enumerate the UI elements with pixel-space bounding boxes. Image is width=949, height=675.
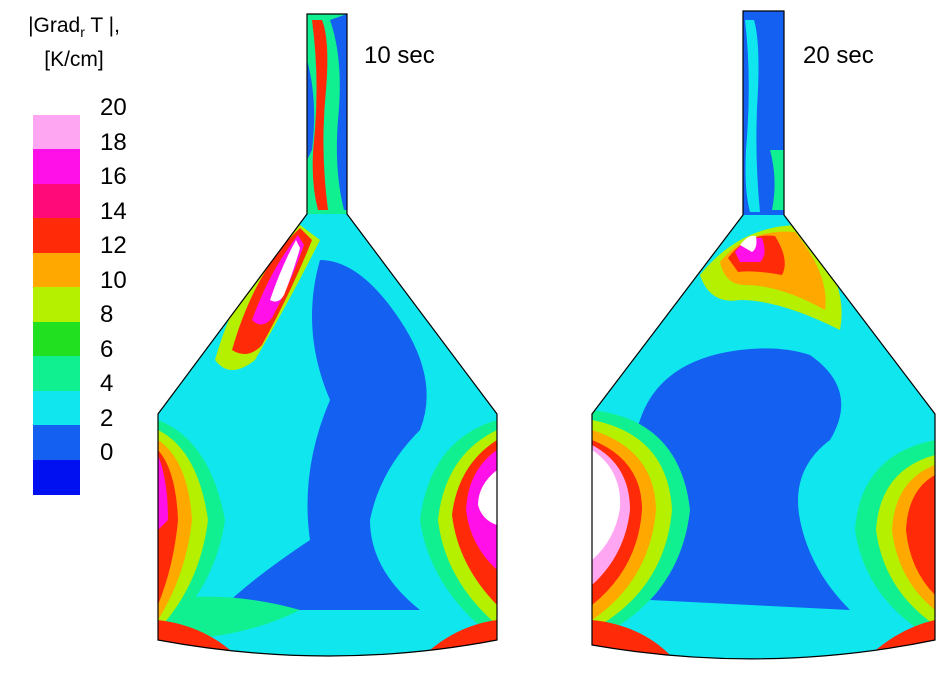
legend-band (33, 183, 80, 219)
legend-title-subscript: r (80, 24, 85, 40)
neck-band (745, 20, 760, 212)
legend-tick-label: 4 (100, 370, 114, 398)
bottom-left-hot (592, 620, 670, 655)
legend-tick-label: 16 (100, 163, 127, 191)
legend-tick-label: 8 (100, 301, 114, 329)
legend-tick-label: 18 (100, 128, 127, 156)
legend-band (33, 80, 80, 115)
right-lobe-white (478, 470, 497, 525)
upper-lobe-white (270, 240, 300, 302)
legend-tick-label: 0 (100, 439, 114, 467)
core-low-gradient (220, 260, 427, 610)
legend-band (33, 425, 80, 460)
time-label-10s: 10 sec (364, 42, 435, 69)
vessel-outline-20s (591, 10, 936, 660)
legend-tick-labels: 20 18 16 14 12 10 8 6 4 2 0 (100, 80, 160, 494)
legend-tick-label: 12 (100, 232, 127, 260)
right-lobe-red (906, 475, 935, 595)
legend-title-gradient: |Grad (28, 14, 81, 37)
legend-band (33, 321, 80, 357)
left-lobe-magenta (158, 455, 168, 530)
legend-band (33, 287, 80, 322)
neck-cool-left (307, 60, 315, 160)
neck-cool-streak (330, 14, 347, 210)
legend-band (33, 459, 80, 495)
core-low-gradient (632, 348, 850, 610)
legend-tick-label: 14 (100, 197, 127, 225)
upper-lobe-white (740, 235, 757, 252)
time-label-20s: 20 sec (803, 42, 874, 69)
legend-title-units: [K/cm] (44, 48, 104, 71)
legend-tick-label: 6 (100, 335, 114, 363)
legend-title: |Gradr T |, [K/cm] (8, 12, 140, 74)
vessel-outline-10s (157, 13, 498, 657)
legend-band (33, 218, 80, 253)
legend-color-bar (33, 80, 80, 495)
bottom-left-band (160, 596, 300, 640)
neck-hot-streak (312, 20, 328, 210)
legend-title-temperature: T |, (84, 14, 120, 37)
legend-band (33, 356, 80, 391)
legend-band (33, 149, 80, 184)
legend-tick-label: 10 (100, 266, 127, 294)
left-lobe-white (592, 450, 621, 560)
legend-band (33, 252, 80, 288)
legend-band (33, 390, 80, 426)
neck-band-right (770, 150, 784, 210)
legend-tick-label: 2 (100, 404, 114, 432)
legend-tick-label: 20 (100, 94, 127, 122)
legend-band (33, 114, 80, 150)
bottom-left-hot (158, 620, 230, 650)
